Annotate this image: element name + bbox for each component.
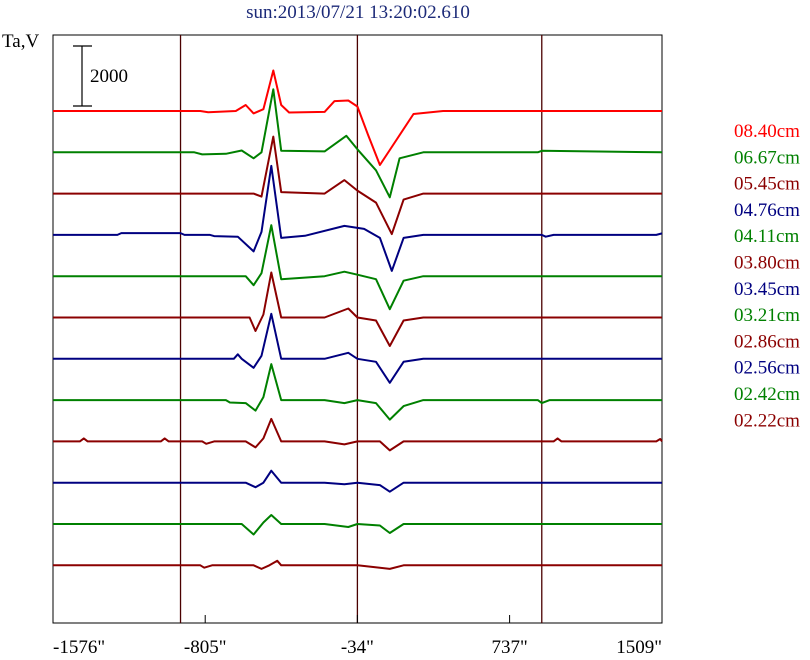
series-line-05.45cm [53,135,662,236]
series-line-02.56cm [53,469,662,493]
legend-entry-08.40cm: 08.40cm [734,121,800,142]
y-axis-label: Ta,V [2,31,39,52]
legend-entry-03.80cm: 03.80cm [734,253,800,274]
x-tick-label-0: -1576" [53,637,105,658]
legend-entry-02.86cm: 02.86cm [734,331,800,352]
x-tick-labels: -1576" -805" -34" 737" 1509" [52,615,663,658]
scale-bar: 2000 [73,45,128,107]
legend-entry-06.67cm: 06.67cm [734,147,800,168]
series-line-08.40cm [53,69,662,166]
series-line-03.45cm [53,312,662,384]
series-line-02.42cm [53,514,662,536]
legend-entry-03.45cm: 03.45cm [734,279,800,300]
legend-entry-03.21cm: 03.21cm [734,305,800,326]
x-tick-label-4: 1509" [616,637,662,658]
series-line-02.86cm [53,417,663,452]
chart-title: sun:2013/07/21 13:20:02.610 [246,2,470,23]
scale-bar-label: 2000 [90,66,128,87]
legend-entry-02.42cm: 02.42cm [734,384,800,405]
legend-entry-05.45cm: 05.45cm [734,174,800,195]
vertical-marker-lines [179,35,543,623]
series-line-02.22cm [53,559,662,570]
legend: 08.40cm 06.67cm 05.45cm 04.76cm 04.11cm 03.80… [734,121,800,431]
legend-entry-04.11cm: 04.11cm [734,226,799,247]
series-line-03.21cm [53,363,662,421]
x-tick-label-3: 737" [491,637,527,658]
legend-entry-02.22cm: 02.22cm [734,410,800,431]
series-lines [53,69,663,570]
x-tick-label-1: -805" [184,637,227,658]
legend-entry-02.56cm: 02.56cm [734,358,800,379]
legend-entry-04.76cm: 04.76cm [734,200,800,221]
series-line-03.80cm [53,271,662,347]
x-tick-label-2: -34" [341,637,374,658]
series-line-04.11cm [53,224,662,311]
series-line-04.76cm [53,164,663,272]
series-line-06.67cm [53,88,663,199]
